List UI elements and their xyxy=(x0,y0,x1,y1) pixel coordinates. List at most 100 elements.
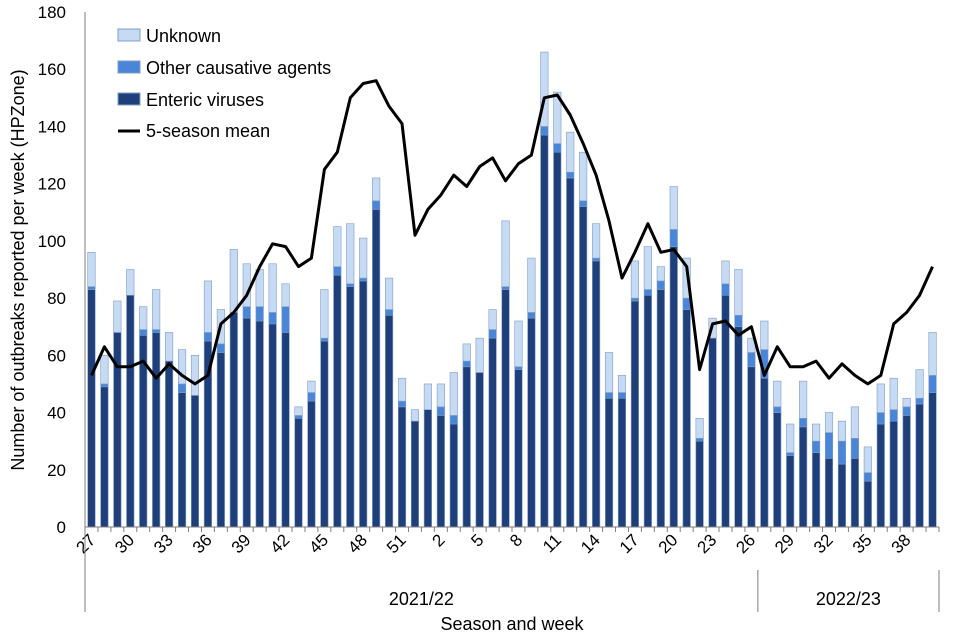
bar-other xyxy=(281,306,290,333)
y-tick-label: 140 xyxy=(38,117,66,136)
bar-unknown xyxy=(902,397,911,408)
x-tick-label: 14 xyxy=(577,530,604,557)
bar-other xyxy=(462,360,471,368)
bar-enteric xyxy=(216,352,225,528)
bar-other xyxy=(553,143,562,153)
bar-other xyxy=(812,440,821,453)
bar-other xyxy=(902,406,911,416)
bar-enteric xyxy=(566,177,575,528)
bar-unknown xyxy=(100,355,109,385)
bar-enteric xyxy=(242,317,251,528)
y-tick-label: 80 xyxy=(47,289,66,308)
bar-unknown xyxy=(423,383,432,410)
bar-enteric xyxy=(799,426,808,528)
bar-unknown xyxy=(669,186,678,230)
bar-other xyxy=(643,289,652,296)
bar-enteric xyxy=(126,294,135,528)
y-axis-title: Number of outbreaks reported per week (H… xyxy=(8,69,28,470)
y-tick-label: 120 xyxy=(38,175,66,194)
season-label: 2022/23 xyxy=(816,589,881,609)
bar-unknown xyxy=(165,332,174,362)
bar-other xyxy=(747,352,756,368)
bar-unknown xyxy=(799,380,808,419)
bar-unknown xyxy=(812,423,821,442)
bar-other xyxy=(139,329,148,336)
bar-enteric xyxy=(540,134,549,528)
bar-other xyxy=(527,312,536,319)
bar-other xyxy=(242,306,251,319)
bar-unknown xyxy=(566,131,575,173)
bar-other xyxy=(216,343,225,353)
bar-enteric xyxy=(255,320,264,528)
bar-other xyxy=(682,297,691,310)
y-tick-labels: 0 20 40 60 80 100 120 140 160 180 xyxy=(38,3,66,537)
bar-other xyxy=(514,366,523,370)
x-tick-label: 11 xyxy=(539,530,565,556)
bar-other xyxy=(436,406,445,416)
bar-unknown xyxy=(643,246,652,290)
x-tick-label: 17 xyxy=(616,530,643,557)
bar-other xyxy=(630,297,639,302)
bar-unknown xyxy=(527,257,536,313)
bar-other xyxy=(876,412,885,425)
bar-other xyxy=(294,415,303,419)
bar-enteric xyxy=(514,369,523,528)
bar-other xyxy=(592,257,601,262)
bar-other xyxy=(915,397,924,405)
bar-enteric xyxy=(333,274,342,528)
bar-unknown xyxy=(385,277,394,310)
x-tick-label: 30 xyxy=(111,530,138,557)
bar-unknown xyxy=(592,223,601,259)
bar-unknown xyxy=(928,332,937,376)
x-tick-label: 38 xyxy=(888,530,915,557)
bar-enteric xyxy=(876,423,885,528)
legend-label-mean: 5-season mean xyxy=(146,121,270,141)
bar-enteric xyxy=(397,406,407,528)
bar-enteric xyxy=(682,309,691,528)
bar-other xyxy=(734,314,743,328)
bar-enteric xyxy=(100,386,109,528)
bar-unknown xyxy=(346,223,355,285)
x-tick-label: 23 xyxy=(694,530,721,557)
bar-enteric xyxy=(372,209,381,528)
legend-swatch-unknown xyxy=(117,28,141,42)
bar-other xyxy=(268,312,277,325)
bar-other xyxy=(604,392,614,399)
bar-unknown xyxy=(294,406,303,416)
legend-swatch-other xyxy=(117,60,141,74)
y-tick-label: 20 xyxy=(47,461,66,480)
bar-unknown xyxy=(850,406,859,439)
y-tick-label: 40 xyxy=(47,404,66,423)
bar-enteric xyxy=(915,403,924,528)
bar-other xyxy=(837,440,847,465)
bar-unknown xyxy=(734,269,743,316)
bar-unknown xyxy=(540,51,549,127)
y-tick-label: 100 xyxy=(38,232,66,251)
bar-enteric xyxy=(812,452,821,528)
bar-other xyxy=(346,283,355,287)
bar-other xyxy=(372,200,381,210)
bar-unknown xyxy=(630,260,639,299)
bar-enteric xyxy=(708,337,717,528)
bar-other xyxy=(863,472,872,482)
bar-unknown xyxy=(824,412,834,433)
legend-label-other: Other causative agents xyxy=(146,58,331,78)
bar-other xyxy=(695,438,704,442)
bar-other xyxy=(824,432,834,459)
legend-label-enteric: Enteric viruses xyxy=(146,90,264,110)
bar-unknown xyxy=(695,417,704,439)
bar-other xyxy=(669,229,678,247)
bar-unknown xyxy=(177,349,187,385)
bar-unknown xyxy=(410,409,420,422)
x-tick-label: 20 xyxy=(655,530,682,557)
bar-unknown xyxy=(501,220,510,287)
bar-unknown xyxy=(889,377,898,410)
bar-enteric xyxy=(669,246,678,528)
bar-unknown xyxy=(656,266,665,282)
mean-line xyxy=(90,79,934,386)
bar-other xyxy=(449,415,458,425)
mean-line-group xyxy=(90,79,934,386)
bar-unknown xyxy=(152,289,161,330)
bar-other xyxy=(656,280,665,290)
bar-other xyxy=(501,286,510,290)
